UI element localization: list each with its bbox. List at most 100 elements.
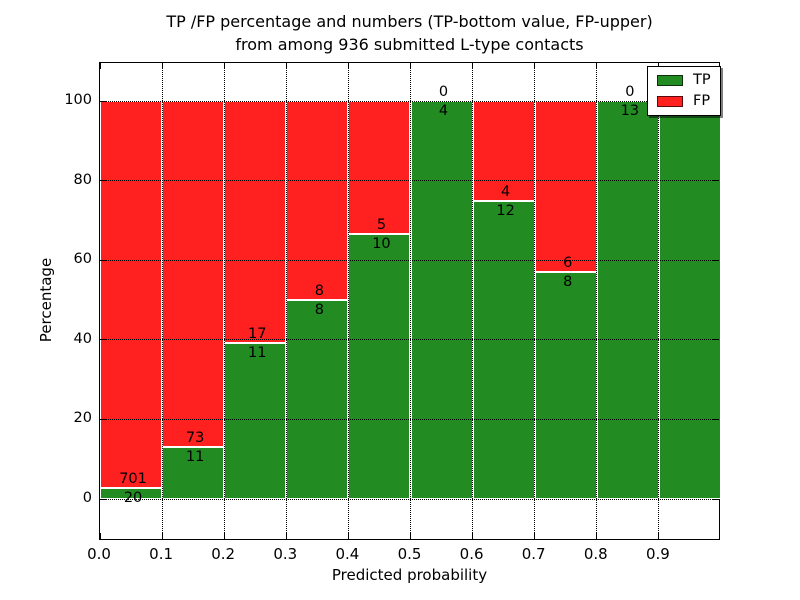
- tp-count-label: 10: [372, 235, 391, 252]
- x-axis-label: Predicted probability: [331, 566, 488, 584]
- y-tick-mark-right: [713, 498, 719, 500]
- gridline-vertical: [347, 63, 349, 539]
- x-tick-mark-top: [472, 63, 474, 69]
- x-tick-mark-top: [410, 63, 411, 69]
- gridline-horizontal: [100, 339, 719, 341]
- bar-segment-fp: [162, 101, 225, 447]
- fp-count-label: 6: [563, 254, 573, 271]
- bar-segment-tp: [100, 487, 163, 499]
- y-tick-label: 0: [82, 490, 92, 506]
- bar-segment-tp: [658, 101, 721, 499]
- tp-count-label: 8: [563, 273, 573, 290]
- x-tick-label: 0.2: [211, 545, 236, 563]
- fp-count-label: 0: [625, 84, 635, 100]
- gridline-horizontal: [100, 100, 719, 102]
- tp-count-label: 11: [248, 344, 267, 361]
- fp-count-label: 8: [314, 283, 324, 299]
- y-tick-mark-right: [713, 339, 719, 341]
- x-tick-mark-bottom: [596, 533, 598, 539]
- bar-segment-tp: [534, 271, 597, 499]
- tp-count-label: 8: [314, 302, 324, 318]
- chart-title-line2: from among 936 submitted L-type contacts: [235, 35, 584, 54]
- tp-count-label: 20: [123, 489, 143, 506]
- ticks-layer: [99, 63, 719, 539]
- bars-layer: [100, 63, 721, 539]
- y-tick-mark-left: [100, 259, 106, 261]
- legend-entry: TP: [657, 73, 711, 88]
- y-tick-mark-right: [713, 259, 719, 261]
- x-tick-label: 0.9: [645, 545, 670, 563]
- gridline-horizontal: [100, 259, 719, 261]
- gridline-vertical: [410, 63, 411, 539]
- gridline-vertical: [658, 63, 660, 539]
- bar-segment-fp: [286, 101, 349, 300]
- gridline-horizontal: [100, 180, 719, 182]
- y-tick-label: 100: [64, 92, 92, 108]
- x-tick-label: 0.4: [335, 545, 360, 563]
- x-tick-mark-bottom: [99, 533, 101, 539]
- x-tick-mark-bottom: [223, 533, 225, 539]
- bar-segment-tp: [410, 101, 473, 499]
- x-tick-label: 0.3: [273, 545, 298, 563]
- x-tick-mark-top: [285, 63, 287, 69]
- gridline-vertical: [472, 63, 474, 539]
- bar-segment-fp: [348, 101, 411, 234]
- legend-swatch-tp: [657, 75, 683, 86]
- legend-entry-label: FP: [693, 93, 711, 109]
- bar-segment-fp: [534, 101, 597, 272]
- x-tick-mark-top: [223, 63, 225, 69]
- x-tick-label: 0.7: [521, 545, 546, 563]
- gridline-vertical: [161, 63, 163, 539]
- legend-entry-label: TP: [693, 72, 711, 88]
- fp-count-label: 0: [438, 84, 449, 100]
- x-tick-mark-top: [347, 63, 349, 69]
- x-tick-mark-top: [596, 63, 598, 69]
- gridline-vertical: [596, 63, 598, 539]
- y-tick-label: 80: [73, 171, 92, 188]
- bar-segment-tp: [286, 300, 349, 499]
- chart-title-line1: TP /FP percentage and numbers (TP-bottom…: [166, 12, 653, 31]
- legend: TP FP: [647, 66, 721, 116]
- gridline-vertical: [285, 63, 287, 539]
- fp-count-label: 17: [248, 325, 267, 342]
- x-tick-label: 0.6: [459, 545, 484, 563]
- fp-count-label: 701: [119, 470, 147, 487]
- fp-count-label: 73: [185, 429, 205, 446]
- x-tick-mark-bottom: [285, 533, 287, 539]
- x-tick-mark-top: [99, 63, 101, 69]
- legend-swatch-fp: [657, 96, 683, 107]
- chart-title: TP /FP percentage and numbers (TP-bottom…: [99, 10, 720, 56]
- y-tick-mark-left: [100, 418, 106, 420]
- x-tick-label: 0.1: [149, 545, 174, 563]
- x-tick-label: 0.5: [397, 545, 422, 563]
- x-tick-mark-bottom: [410, 533, 411, 539]
- y-tick-mark-left: [100, 339, 106, 341]
- x-tick-mark-bottom: [472, 533, 474, 539]
- y-tick-label: 60: [73, 251, 92, 268]
- fp-count-label: 5: [376, 216, 387, 233]
- bar-segment-fp: [224, 101, 287, 343]
- x-tick-label: 0.8: [583, 545, 608, 563]
- y-axis-label: Percentage: [37, 257, 55, 343]
- y-tick-label: 20: [73, 410, 92, 427]
- x-tick-mark-bottom: [161, 533, 163, 539]
- plot-area: 7012073111711885100441268013025: [99, 62, 721, 540]
- annotations-layer: 7012073111711885100441268013025: [100, 63, 719, 539]
- y-tick-mark-left: [100, 100, 106, 102]
- grid-layer: [100, 63, 719, 539]
- x-tick-mark-top: [534, 63, 536, 69]
- tp-count-label: 12: [496, 202, 515, 219]
- y-tick-label: 40: [73, 330, 92, 347]
- x-tick-mark-bottom: [534, 533, 536, 539]
- tp-count-label: 11: [185, 448, 205, 465]
- gridline-horizontal: [100, 498, 719, 500]
- bar-segment-tp: [348, 233, 411, 499]
- gridline-vertical: [534, 63, 536, 539]
- tp-count-label: 13: [620, 103, 640, 119]
- bar-segment-tp: [596, 101, 659, 499]
- x-tick-mark-bottom: [658, 533, 660, 539]
- bar-segment-fp: [472, 101, 535, 201]
- x-tick-label: 0.0: [87, 545, 111, 563]
- y-tick-mark-right: [713, 180, 719, 182]
- y-tick-mark-left: [100, 180, 106, 182]
